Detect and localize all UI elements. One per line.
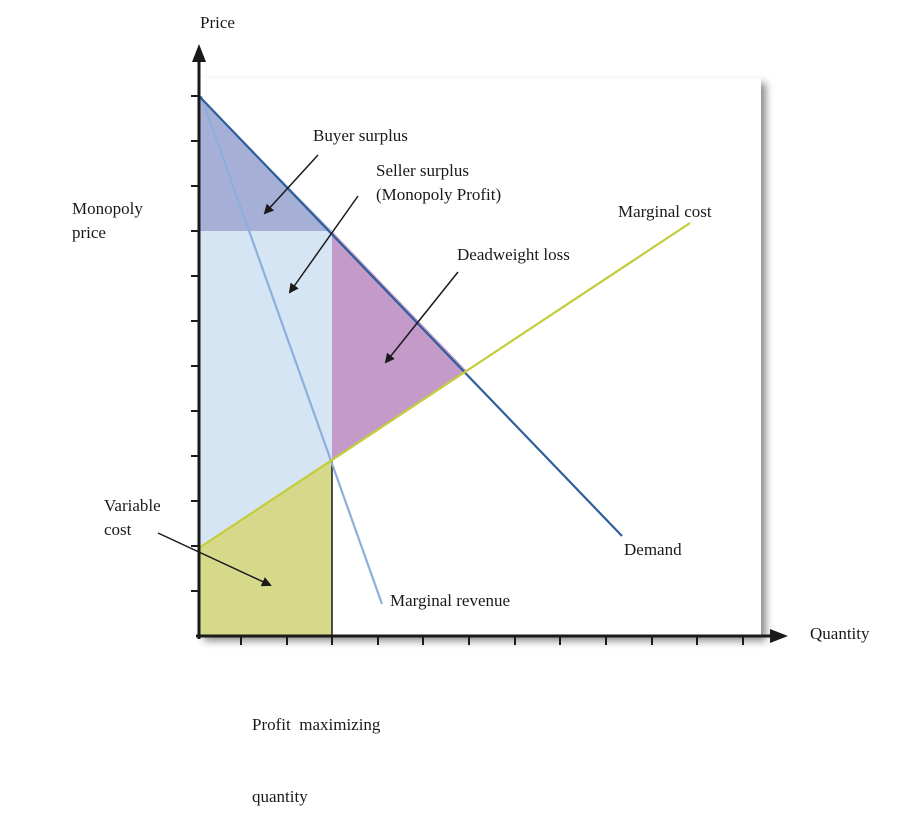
- demand-curve: [198, 95, 623, 537]
- marginal-revenue-curve: [199, 95, 384, 605]
- seller-surplus-arrow: [288, 195, 359, 294]
- variable-cost-region: [199, 460, 332, 636]
- x-axis-ticks: [240, 636, 744, 645]
- marginal-revenue-label: Marginal revenue: [390, 591, 511, 610]
- x-axis-arrowhead: [770, 629, 788, 643]
- monopoly-price-label: Monopoly price: [72, 197, 143, 245]
- monopoly-price-label-line1: Monopoly: [72, 199, 143, 218]
- demand-label: Demand: [624, 540, 682, 559]
- profit-quantity-label-line1: Profit maximizing: [252, 715, 381, 734]
- marginal-cost-curve: [198, 222, 691, 549]
- buyer-surplus-label: Buyer surplus: [313, 126, 408, 145]
- marginal-cost-label: Marginal cost: [618, 202, 712, 221]
- x-axis-label: Quantity: [810, 624, 870, 643]
- profit-quantity-label-line2: quantity: [252, 787, 308, 806]
- deadweight-loss-arrow: [384, 271, 459, 364]
- y-axis-arrowhead: [192, 44, 206, 62]
- seller-surplus-label-line1: Seller surplus: [376, 161, 470, 180]
- variable-cost-label: Variable cost: [104, 494, 161, 542]
- variable-cost-label-line1: Variable: [104, 496, 161, 515]
- y-axis-label: Price: [200, 13, 235, 32]
- seller-surplus-label: Seller surplus (Monopoly Profit): [376, 159, 501, 207]
- variable-cost-arrow: [157, 532, 272, 587]
- monopoly-diagram: [157, 44, 788, 645]
- variable-cost-label-line2: cost: [104, 520, 132, 539]
- y-axis-ticks: [191, 95, 199, 592]
- buyer-surplus-arrow: [263, 154, 319, 215]
- deadweight-loss-label: Deadweight loss: [457, 245, 570, 264]
- seller-surplus-label-line2: (Monopoly Profit): [376, 185, 502, 204]
- seller-surplus-region: [199, 231, 332, 548]
- profit-maximizing-quantity-label: Profit maximizing quantity: [252, 665, 380, 833]
- monopoly-price-label-line2: price: [72, 223, 106, 242]
